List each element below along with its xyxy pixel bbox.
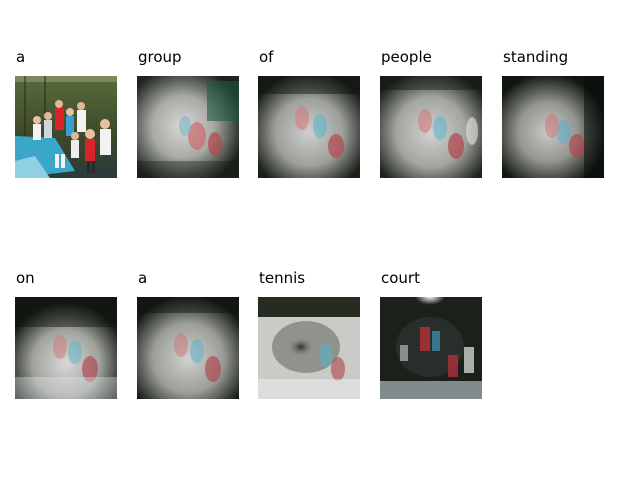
attention-map — [258, 76, 360, 178]
attention-map — [380, 297, 482, 399]
attention-map — [502, 76, 604, 178]
caption-word: of — [259, 48, 274, 66]
attention-map — [137, 76, 239, 178]
caption-word: on — [16, 269, 35, 287]
caption-word: a — [138, 269, 148, 287]
caption-word: court — [381, 269, 420, 287]
caption-word: group — [138, 48, 182, 66]
attention-map — [258, 297, 360, 399]
attention-map — [137, 297, 239, 399]
caption-word: people — [381, 48, 432, 66]
caption-word: standing — [503, 48, 569, 66]
original-photo — [15, 76, 117, 178]
attention-map — [15, 297, 117, 399]
caption-word: tennis — [259, 269, 306, 287]
attention-map — [380, 76, 482, 178]
caption-word: a — [16, 48, 26, 66]
